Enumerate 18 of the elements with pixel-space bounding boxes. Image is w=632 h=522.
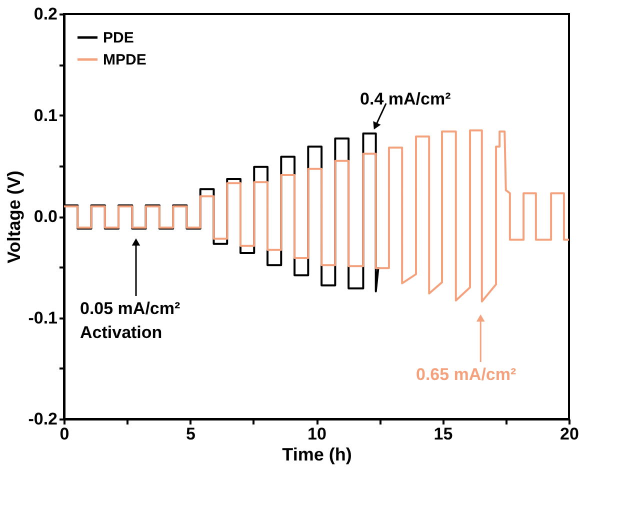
- y-tick-label: 0.2: [34, 4, 58, 24]
- annotation: 0.4 mA/cm²: [360, 89, 452, 108]
- x-tick-label: 20: [560, 424, 579, 444]
- legend-label: MPDE: [103, 52, 146, 68]
- y-tick-label: 0.0: [34, 207, 58, 226]
- legend-label: PDE: [103, 30, 134, 46]
- x-tick-label: 10: [308, 424, 326, 444]
- annotation: 0.65 mA/cm²: [416, 365, 516, 384]
- x-tick-label: 0: [60, 424, 70, 444]
- y-tick-label: -0.2: [28, 410, 58, 428]
- line-series: [63, 129, 570, 303]
- x-tick-label: 15: [434, 424, 453, 444]
- y-tick-label: -0.1: [28, 308, 58, 328]
- y-axis-title: Voltage (V): [4, 170, 24, 264]
- x-axis-title: Time (h): [282, 444, 352, 464]
- y-tick-label: 0.1: [34, 106, 58, 125]
- x-tick-label: 5: [186, 424, 196, 444]
- annotation: 0.05 mA/cm² Activation: [80, 299, 180, 342]
